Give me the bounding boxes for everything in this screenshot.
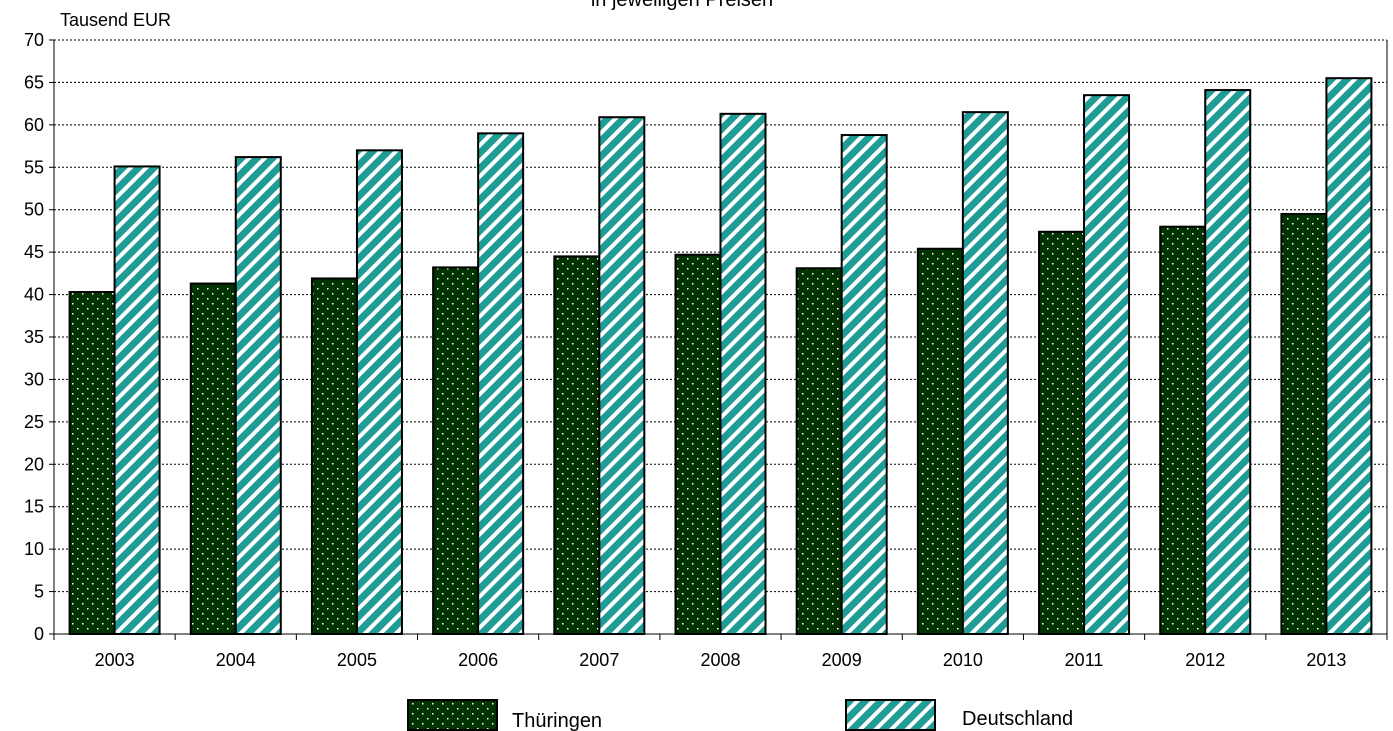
bar-thueringen-2012	[1159, 225, 1207, 636]
y-tick-label: 10	[24, 539, 44, 559]
x-tick-label: 2004	[216, 650, 256, 670]
bar-thueringen-2010	[916, 247, 964, 635]
bar-thueringen-2009	[795, 267, 843, 635]
y-tick-label: 15	[24, 497, 44, 517]
x-tick-label: 2006	[458, 650, 498, 670]
y-tick-label: 20	[24, 454, 44, 474]
y-tick-label: 50	[24, 200, 44, 220]
y-tick-label: 5	[34, 582, 44, 602]
y-tick-label: 35	[24, 327, 44, 347]
legend-swatch-deutschland	[845, 699, 936, 731]
bar-thueringen-2011	[1038, 230, 1086, 636]
x-tick-label: 2013	[1306, 650, 1346, 670]
y-tick-label: 55	[24, 157, 44, 177]
legend-label-deutschland: Deutschland	[962, 708, 1073, 730]
bar-thueringen-2005	[310, 277, 358, 635]
y-tick-label: 25	[24, 412, 44, 432]
y-tick-label: 65	[24, 72, 44, 92]
bar-deutschland-2012	[1204, 89, 1252, 635]
bar-deutschland-2006	[477, 132, 525, 635]
x-tick-label: 2008	[700, 650, 740, 670]
bars	[68, 77, 1373, 636]
bar-deutschland-2007	[598, 116, 646, 636]
x-tick-labels: 2003 2004 2005 2006 2007 2008 2009 2010 2011 2012…	[95, 650, 1347, 670]
x-tick-label: 2005	[337, 650, 377, 670]
x-tick-label: 2003	[95, 650, 135, 670]
bar-deutschland-2009	[840, 134, 888, 635]
legend-swatch-thueringen	[407, 699, 498, 731]
legend: Thüringen Deutschland	[407, 699, 1073, 731]
y-tick-label: 60	[24, 115, 44, 135]
x-tick-label: 2007	[579, 650, 619, 670]
y-tick-label: 70	[24, 30, 44, 50]
y-tick-label: 0	[34, 624, 44, 644]
bar-deutschland-2003	[113, 165, 161, 636]
bar-thueringen-2003	[68, 291, 116, 635]
x-tick-label: 2010	[943, 650, 983, 670]
axes	[49, 39, 1388, 640]
bar-thueringen-2007	[553, 255, 601, 635]
bar-thueringen-2008	[674, 253, 722, 635]
x-tick-label: 2012	[1185, 650, 1225, 670]
y-tick-label: 30	[24, 369, 44, 389]
legend-label-thueringen: Thüringen	[512, 710, 602, 731]
x-tick-label: 2009	[822, 650, 862, 670]
y-tick-label: 40	[24, 285, 44, 305]
x-tick-label: 2011	[1065, 650, 1104, 670]
y-tick-labels: 0 5 10 15 20 25 30 35 40 45 50 55 60 65 70	[24, 30, 44, 644]
bar-deutschland-2013	[1325, 77, 1373, 635]
bar-thueringen-2004	[189, 282, 237, 635]
bar-deutschland-2005	[355, 149, 403, 635]
y-tick-label: 45	[24, 242, 44, 262]
bar-deutschland-2011	[1083, 94, 1131, 635]
bar-deutschland-2010	[961, 111, 1009, 635]
y-axis-unit-label: Tausend EUR	[60, 10, 171, 30]
bar-deutschland-2004	[234, 156, 282, 636]
bar-thueringen-2006	[432, 266, 480, 635]
bar-thueringen-2013	[1280, 212, 1328, 635]
bar-deutschland-2008	[719, 112, 767, 635]
chart-title: in jeweiligen Preisen	[591, 0, 773, 11]
